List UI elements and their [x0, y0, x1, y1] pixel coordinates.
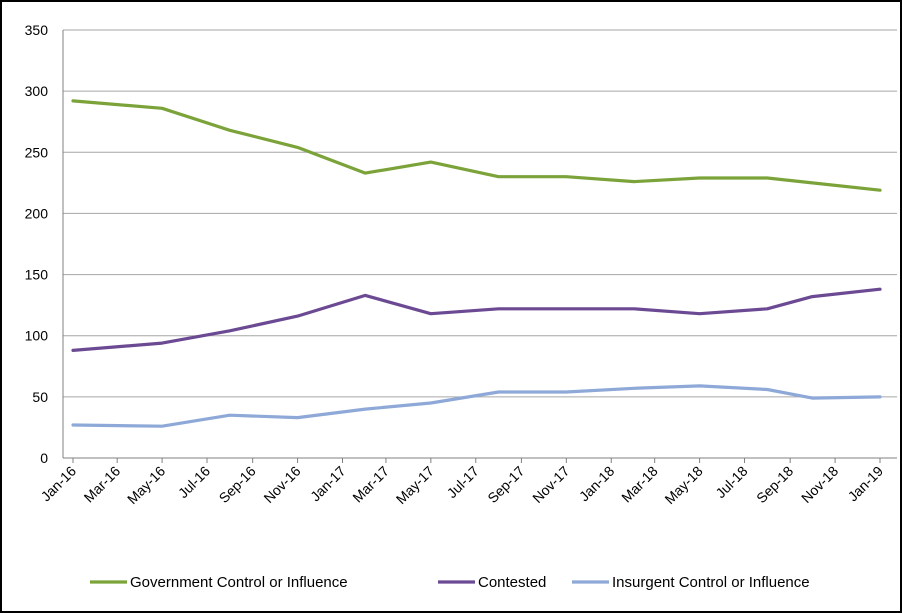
legend-label: Contested — [478, 574, 546, 591]
series-line-2 — [71, 287, 882, 352]
series-line-1 — [71, 99, 882, 192]
legend-label: Government Control or Influence — [130, 574, 348, 591]
x-tick-label: Mar-17 — [349, 463, 392, 506]
x-tick-label: Jul-16 — [175, 463, 213, 501]
axes — [62, 30, 897, 459]
x-tick-label: Jul-17 — [444, 463, 482, 501]
x-tick-label: May-16 — [124, 463, 168, 507]
legend-label: Insurgent Control or Influence — [612, 574, 810, 591]
x-tick-label: May-18 — [661, 463, 705, 507]
x-tick-label: Mar-18 — [618, 463, 661, 506]
x-tick-label: May-17 — [393, 463, 437, 507]
x-tick-label: Nov-17 — [529, 463, 572, 506]
y-tick-label: 150 — [25, 267, 49, 283]
y-tick-label: 200 — [25, 205, 49, 221]
y-tick-label: 350 — [25, 22, 49, 38]
x-tick-label: Jan-16 — [38, 463, 80, 505]
x-tick-label: Nov-18 — [798, 463, 841, 506]
y-tick-label: 0 — [40, 450, 48, 466]
x-tick-label: Nov-16 — [260, 463, 303, 506]
x-axis-ticks: Jan-16 Mar-16 May-16 Jul-16 Sep-16 Nov-16 Jan-… — [38, 458, 887, 507]
y-axis-ticks: 0 50 100 150 200 250 300 350 — [25, 22, 49, 466]
y-tick-label: 300 — [25, 83, 49, 99]
gridlines — [63, 29, 897, 398]
x-tick-label: Sep-18 — [753, 463, 796, 506]
x-tick-label: Sep-17 — [484, 463, 527, 506]
y-tick-label: 50 — [32, 389, 48, 405]
x-tick-label: Mar-16 — [81, 463, 124, 506]
x-tick-label: Jan-19 — [845, 463, 887, 505]
x-tick-label: Jan-17 — [307, 463, 349, 505]
x-tick-label: Jul-18 — [712, 463, 750, 501]
x-tick-label: Sep-16 — [216, 463, 259, 506]
series-line-3 — [71, 384, 882, 428]
y-tick-label: 100 — [25, 328, 49, 344]
series-lines — [71, 99, 882, 428]
x-tick-label: Jan-18 — [576, 463, 618, 505]
legend: Government Control or Influence Contested… — [90, 574, 810, 591]
y-tick-label: 250 — [25, 144, 49, 160]
